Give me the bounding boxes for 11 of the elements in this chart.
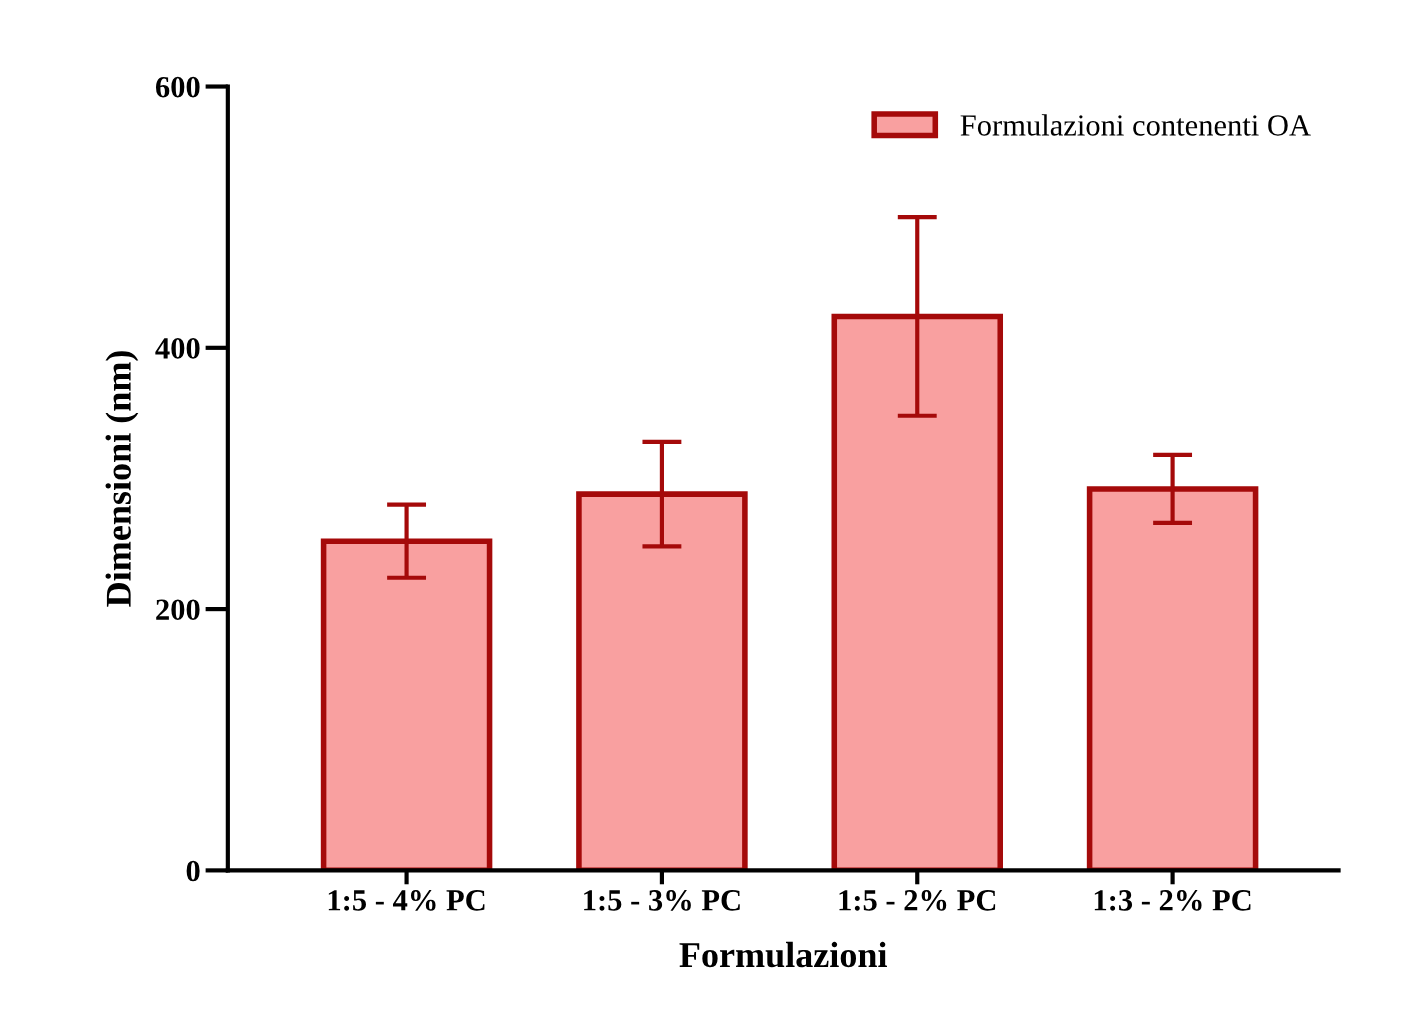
legend-label: Formulazioni contenenti OA (960, 114, 1311, 136)
x-tick-label: 1:3 - 2% PC (1094, 890, 1251, 911)
y-tick-label: 200 (156, 599, 200, 621)
x-tick-label: 1:5 - 3% PC (584, 890, 740, 911)
x-tick-label: 1:5 - 2% PC (839, 890, 996, 911)
x-tick-label: 1:5 - 4% PC (328, 890, 485, 911)
y-tick-label: 600 (155, 76, 200, 98)
y-axis-title: Dimensioni (nm) (105, 351, 139, 607)
y-tick-label: 400 (155, 338, 200, 359)
y-tick-label: 0 (186, 860, 200, 882)
x-axis-title: Formulazioni (679, 941, 887, 968)
